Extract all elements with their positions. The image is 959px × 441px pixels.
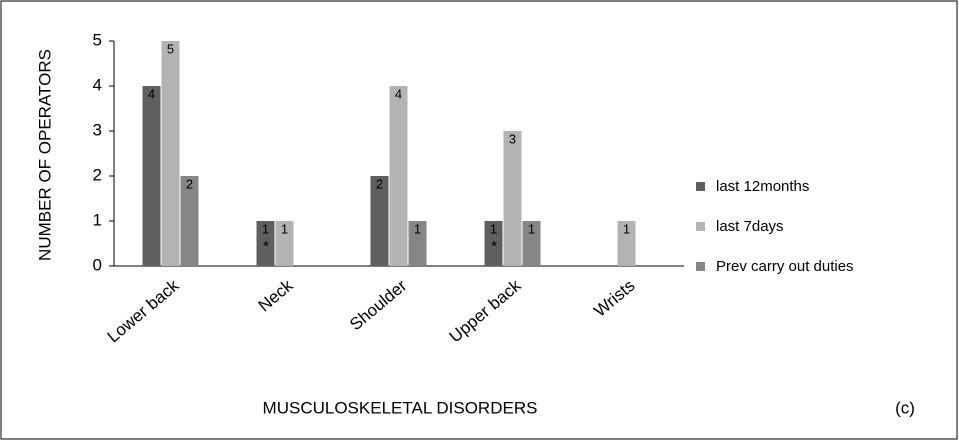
data-label: 1 xyxy=(262,221,269,236)
y-tick-label: 3 xyxy=(93,120,102,139)
data-label: 1 xyxy=(414,221,421,236)
bar xyxy=(256,221,275,266)
legend-label: Prev carry out duties xyxy=(716,258,854,275)
y-tick-label: 0 xyxy=(93,255,102,274)
legend-swatch xyxy=(696,262,705,271)
annotation: * xyxy=(263,238,269,255)
data-label: 1 xyxy=(623,221,630,236)
data-label: 4 xyxy=(148,86,155,101)
legend-label: last 12months xyxy=(716,178,809,195)
bar xyxy=(503,131,522,266)
annotation: * xyxy=(491,238,497,255)
y-tick-label: 4 xyxy=(93,75,102,94)
bar xyxy=(275,221,294,266)
data-label: 1 xyxy=(528,221,535,236)
data-label: 2 xyxy=(186,176,193,191)
data-label: 1 xyxy=(490,221,497,236)
data-label: 4 xyxy=(395,86,402,101)
y-tick-label: 5 xyxy=(93,30,102,49)
bar xyxy=(522,221,541,266)
data-label: 3 xyxy=(509,131,516,146)
bar xyxy=(484,221,503,266)
bar xyxy=(408,221,427,266)
bar xyxy=(617,221,636,266)
data-label: 1 xyxy=(281,221,288,236)
legend-swatch xyxy=(696,182,705,191)
y-tick-label: 1 xyxy=(93,210,102,229)
data-label: 5 xyxy=(167,41,174,56)
data-label: 2 xyxy=(376,176,383,191)
legend-swatch xyxy=(696,222,705,231)
bar xyxy=(180,176,199,266)
annotation: (c) xyxy=(895,398,915,417)
legend-label: last 7days xyxy=(716,218,784,235)
bar xyxy=(389,86,408,266)
x-axis-label: MUSCULOSKELETAL DISORDERS xyxy=(263,398,538,417)
y-axis-label: NUMBER OF OPERATORS xyxy=(35,49,54,261)
bar xyxy=(370,176,389,266)
bar xyxy=(142,86,161,266)
y-tick-label: 2 xyxy=(93,165,102,184)
bar xyxy=(161,41,180,266)
